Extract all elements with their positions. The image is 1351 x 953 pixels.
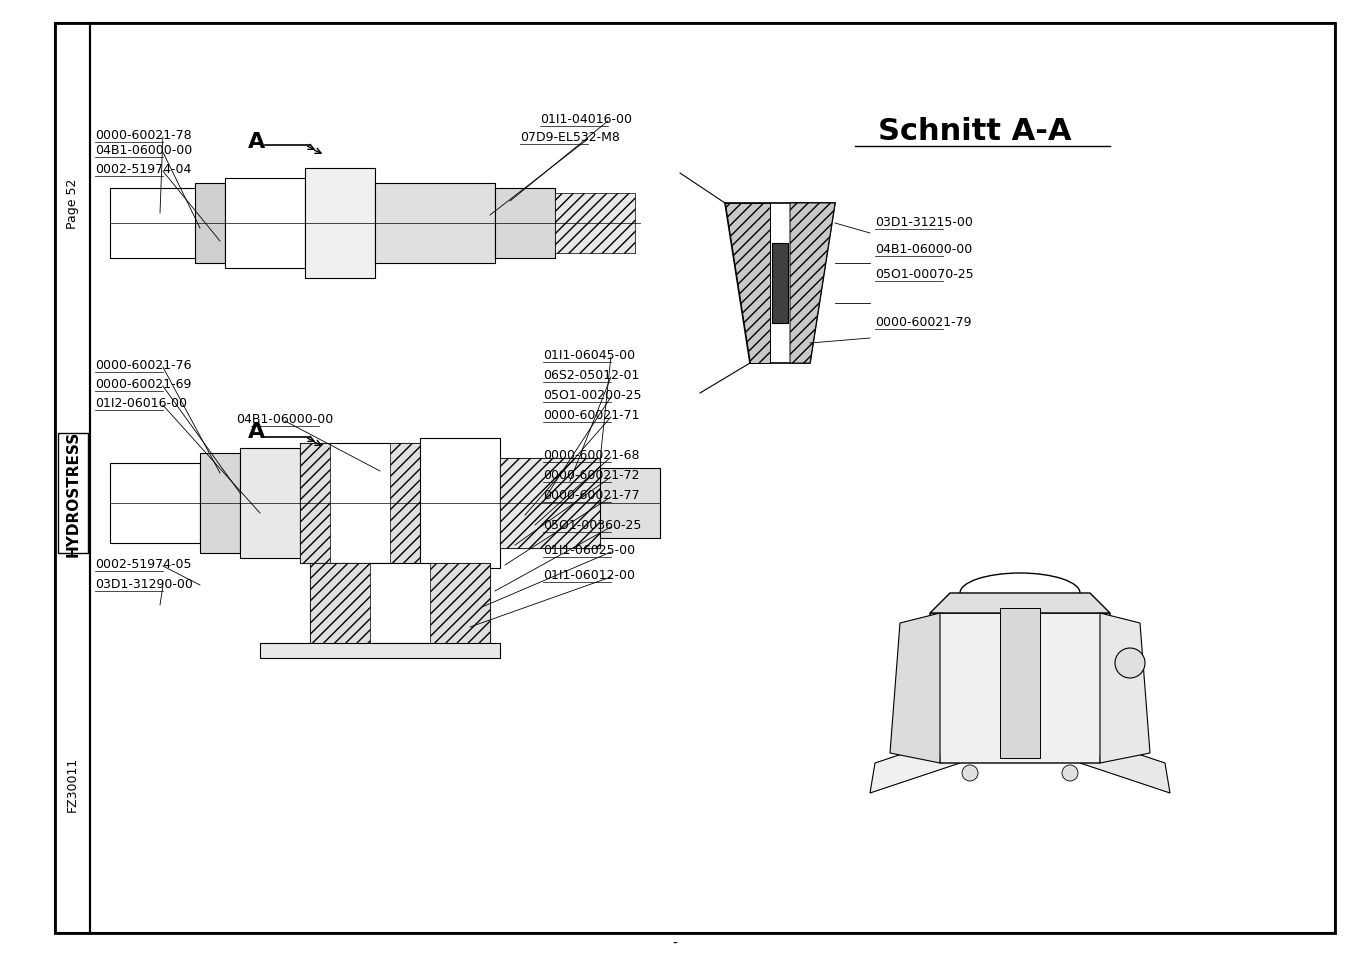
Bar [226, 179, 305, 269]
Text: 03D1-31290-00: 03D1-31290-00 [95, 578, 193, 590]
Circle shape [962, 765, 978, 781]
Bar [376, 184, 494, 264]
Bar [1000, 608, 1040, 759]
Text: FZ30011: FZ30011 [65, 756, 78, 811]
Text: A: A [249, 421, 265, 441]
Text: -: - [673, 936, 677, 950]
Text: HYDROSTRESS: HYDROSTRESS [65, 431, 81, 557]
Text: 0000-60021-78: 0000-60021-78 [95, 129, 192, 142]
Bar [195, 184, 226, 264]
Text: 01I1-06045-00: 01I1-06045-00 [543, 349, 635, 361]
Bar [200, 454, 240, 554]
Bar [494, 189, 555, 258]
Text: 04B1-06000-00: 04B1-06000-00 [875, 243, 973, 255]
Bar [305, 169, 376, 278]
Bar [500, 458, 600, 548]
Bar [600, 469, 661, 538]
Bar [390, 443, 420, 563]
Circle shape [1115, 648, 1146, 679]
Bar [109, 463, 200, 543]
Text: 07D9-EL532-M8: 07D9-EL532-M8 [520, 131, 620, 144]
Text: 0000-60021-71: 0000-60021-71 [543, 409, 639, 421]
Polygon shape [929, 594, 1111, 614]
Bar [430, 563, 490, 643]
Text: 05O1-00070-25: 05O1-00070-25 [875, 268, 974, 281]
Text: Schnitt A-A: Schnitt A-A [878, 117, 1071, 147]
Text: 0000-60021-69: 0000-60021-69 [95, 377, 192, 391]
Bar [240, 449, 300, 558]
Bar [555, 193, 635, 253]
Text: 05O1-00200-25: 05O1-00200-25 [543, 389, 642, 401]
Text: 0002-51974-04: 0002-51974-04 [95, 163, 192, 175]
Text: 03D1-31215-00: 03D1-31215-00 [875, 215, 973, 229]
Polygon shape [725, 204, 770, 364]
Text: 01I2-06016-00: 01I2-06016-00 [95, 396, 186, 410]
Text: 04B1-06000-00: 04B1-06000-00 [236, 413, 334, 426]
Bar [771, 244, 788, 324]
Text: 0000-60021-68: 0000-60021-68 [543, 449, 639, 461]
Polygon shape [1100, 614, 1150, 763]
Text: 06S2-05012-01: 06S2-05012-01 [543, 369, 639, 381]
Polygon shape [870, 733, 965, 793]
Text: 0000-60021-77: 0000-60021-77 [543, 489, 639, 501]
Text: 04B1-06000-00: 04B1-06000-00 [95, 144, 192, 157]
Polygon shape [790, 204, 835, 364]
Polygon shape [929, 614, 1111, 763]
Bar [420, 438, 500, 568]
Bar [500, 458, 600, 548]
Bar [109, 189, 209, 258]
Bar [58, 434, 88, 554]
Text: 01I1-04016-00: 01I1-04016-00 [540, 112, 632, 126]
Text: 01I1-06025-00: 01I1-06025-00 [543, 543, 635, 557]
Bar [309, 563, 370, 643]
Text: 0000-60021-76: 0000-60021-76 [95, 358, 192, 372]
Text: 0002-51974-05: 0002-51974-05 [95, 558, 192, 571]
Polygon shape [890, 614, 940, 763]
Bar [109, 463, 200, 543]
Polygon shape [1075, 733, 1170, 793]
Text: 0000-60021-72: 0000-60021-72 [543, 469, 639, 481]
Text: 0000-60021-79: 0000-60021-79 [875, 315, 971, 329]
Polygon shape [725, 204, 835, 364]
Bar [300, 443, 330, 563]
Bar [300, 443, 420, 563]
Text: A: A [249, 132, 265, 152]
Bar [309, 563, 490, 643]
Circle shape [1062, 765, 1078, 781]
Text: Page 52: Page 52 [65, 178, 78, 229]
Bar [259, 643, 500, 659]
Text: 05O1-00360-25: 05O1-00360-25 [543, 518, 642, 532]
Text: 01I1-06012-00: 01I1-06012-00 [543, 568, 635, 581]
Bar [109, 189, 209, 258]
